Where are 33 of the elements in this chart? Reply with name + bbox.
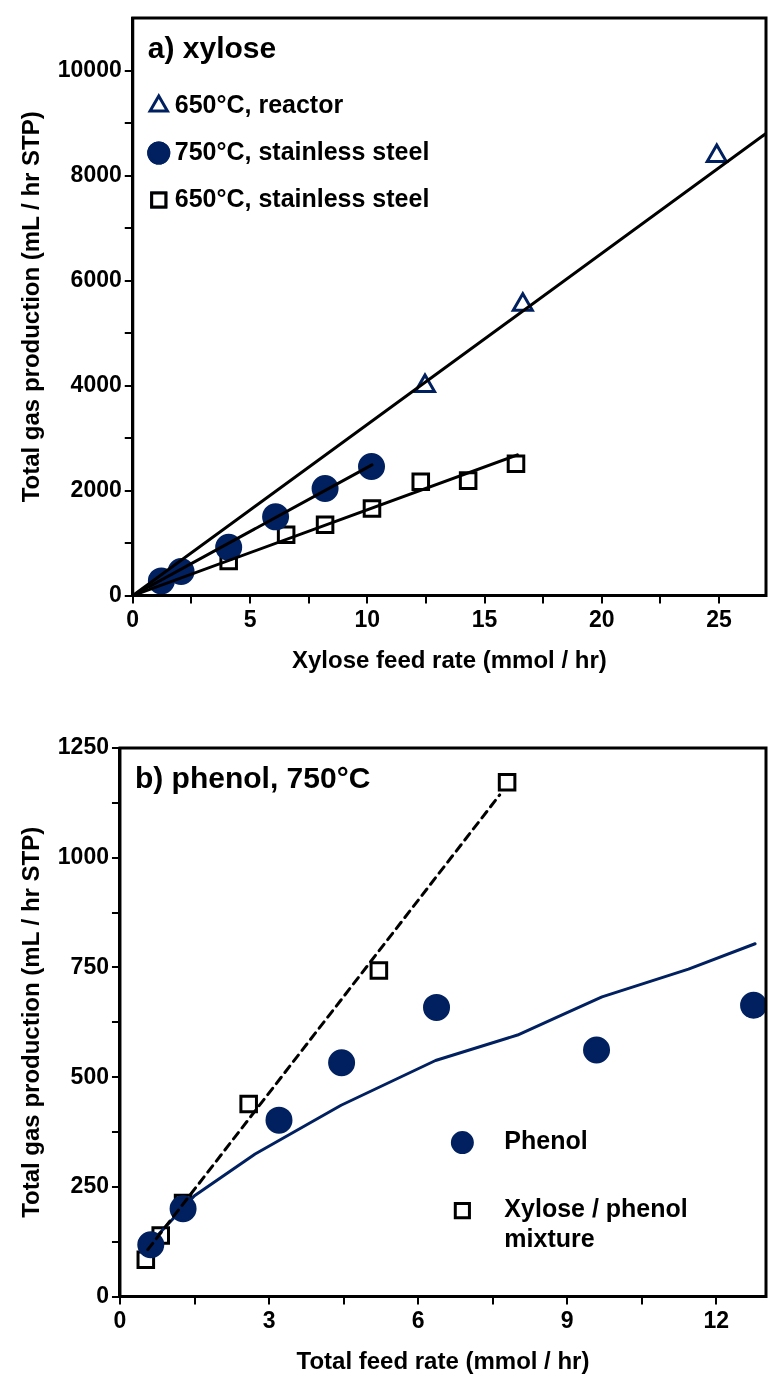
y-tick-label: 0 [96, 1281, 109, 1308]
y-tick-label: 10000 [57, 55, 122, 82]
x-tick-label: 3 [262, 1306, 276, 1333]
x-tick-label: 15 [471, 605, 498, 632]
x-tick-label: 9 [560, 1306, 574, 1333]
legend-label: 650°C, reactor [174, 89, 344, 118]
x-tick-label: 20 [589, 605, 615, 632]
y-tick-label: 4000 [70, 370, 122, 397]
y-tick-label: 1250 [57, 733, 109, 760]
y-tick-label: 1000 [57, 843, 109, 870]
legend-label: 650°C, stainless steel [174, 183, 430, 212]
x-axis-title: Total feed rate (mmol / hr) [296, 1347, 590, 1375]
x-tick-label: 10 [354, 605, 381, 632]
legend-label: Xylose / phenol mixture [504, 1194, 688, 1253]
y-axis-title: Total gas production (mL / hr STP) [17, 826, 45, 1218]
y-tick-label: 8000 [70, 160, 122, 187]
y-tick-label: 0 [108, 580, 122, 607]
x-tick-label: 5 [243, 605, 257, 632]
y-tick-label: 6000 [70, 265, 122, 292]
y-tick-label: 250 [70, 1172, 109, 1199]
x-tick-label: 25 [706, 605, 733, 632]
chart-title: a) xylose [147, 31, 277, 65]
x-axis-title: Xylose feed rate (mmol / hr) [292, 646, 607, 674]
legend-label: 750°C, stainless steel [174, 136, 430, 165]
legend-label: Phenol [504, 1126, 588, 1155]
y-tick-label: 2000 [70, 475, 122, 502]
x-tick-label: 0 [126, 605, 140, 632]
x-tick-label: 12 [703, 1306, 730, 1333]
x-tick-label: 6 [411, 1306, 425, 1333]
y-axis-title: Total gas production (mL / hr STP) [17, 111, 45, 503]
y-tick-label: 500 [70, 1062, 109, 1089]
chart-title: b) phenol, 750°C [134, 761, 371, 795]
y-tick-label: 750 [70, 952, 109, 979]
